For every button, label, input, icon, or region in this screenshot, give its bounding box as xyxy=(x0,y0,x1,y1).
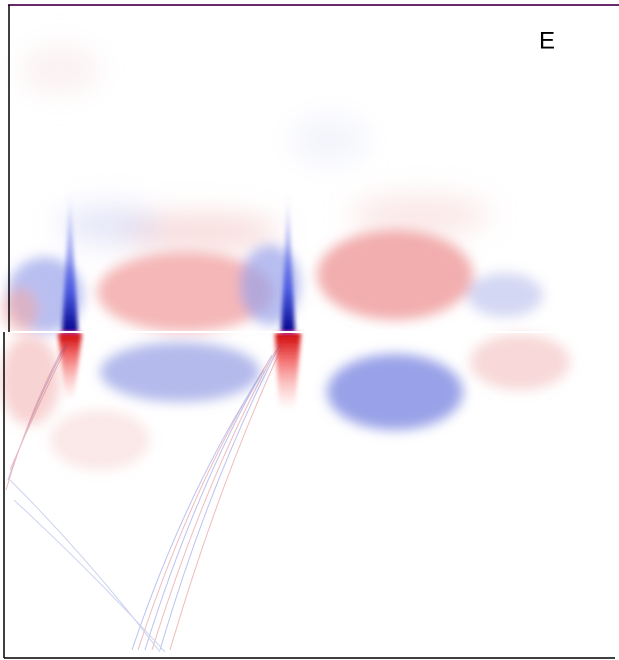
background xyxy=(0,0,619,660)
field-panel: E xyxy=(0,0,619,660)
panel-label: E xyxy=(539,27,555,54)
